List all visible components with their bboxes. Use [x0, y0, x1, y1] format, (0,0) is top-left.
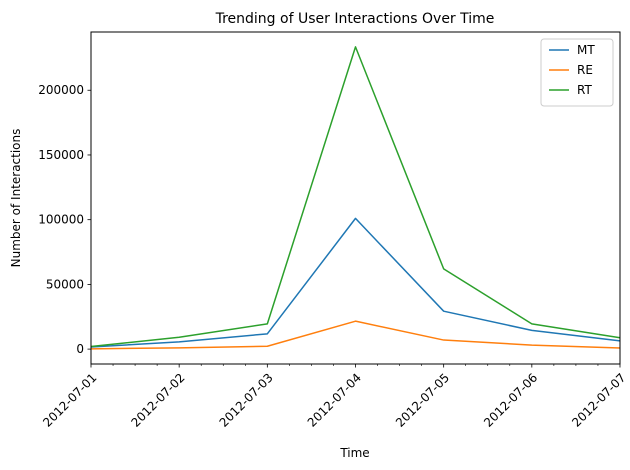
y-tick-label: 200000: [38, 83, 84, 97]
series-layer: [90, 46, 621, 350]
x-axis-label: Time: [339, 446, 369, 460]
series-line-rt: [90, 46, 621, 348]
y-tick-label: 0: [76, 342, 84, 356]
chart-title: Trending of User Interactions Over Time: [215, 11, 495, 27]
y-tick-label: 50000: [46, 277, 84, 291]
legend-label-re: RE: [577, 63, 593, 77]
x-tick-label: 2012-07-07: [569, 371, 628, 430]
x-axis: 2012-07-01 2012-07-02 2012-07-03 2012-07-04…: [40, 364, 628, 430]
x-tick-label: 2012-07-01: [40, 371, 99, 430]
y-axis: 0 50000 100000 150000 200000: [38, 83, 91, 356]
series-line-mt: [90, 217, 621, 348]
legend-label-rt: RT: [577, 83, 592, 97]
x-tick-label: 2012-07-06: [481, 371, 540, 430]
x-tick-label: 2012-07-04: [305, 371, 364, 430]
x-tick-label: 2012-07-05: [393, 371, 452, 430]
y-axis-label: Number of Interactions: [9, 129, 23, 268]
y-tick-label: 150000: [38, 148, 84, 162]
x-tick-label: 2012-07-02: [128, 371, 187, 430]
legend-label-mt: MT: [577, 43, 595, 57]
y-tick-label: 100000: [38, 213, 84, 227]
x-tick-label: 2012-07-03: [217, 371, 276, 430]
series-line-re: [90, 320, 621, 350]
legend: MT RE RT: [540, 38, 614, 107]
